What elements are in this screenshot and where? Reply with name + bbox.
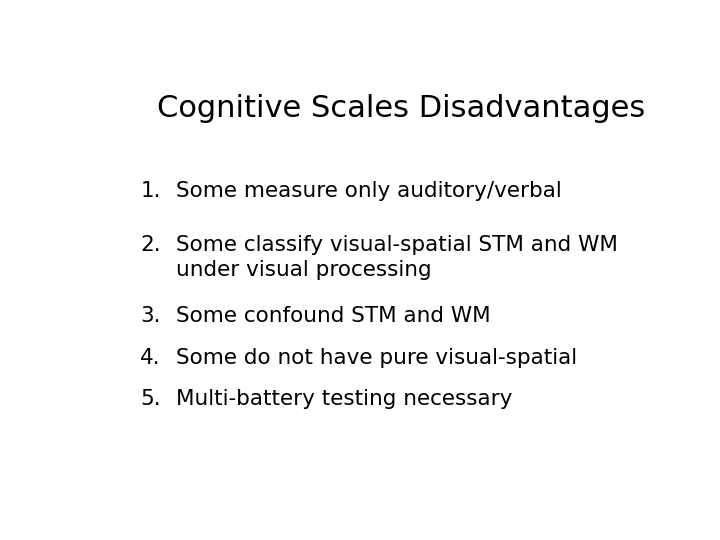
Text: 1.: 1. [140, 181, 161, 201]
Text: 3.: 3. [140, 306, 161, 326]
Text: 4.: 4. [140, 348, 161, 368]
Text: Cognitive Scales Disadvantages: Cognitive Scales Disadvantages [157, 94, 645, 123]
Text: Some do not have pure visual-spatial: Some do not have pure visual-spatial [176, 348, 577, 368]
Text: Some classify visual-spatial STM and WM
under visual processing: Some classify visual-spatial STM and WM … [176, 235, 618, 280]
Text: 5.: 5. [140, 389, 161, 409]
Text: Some confound STM and WM: Some confound STM and WM [176, 306, 491, 326]
Text: Multi-battery testing necessary: Multi-battery testing necessary [176, 389, 513, 409]
Text: Some measure only auditory/verbal: Some measure only auditory/verbal [176, 181, 562, 201]
Text: 2.: 2. [140, 235, 161, 255]
